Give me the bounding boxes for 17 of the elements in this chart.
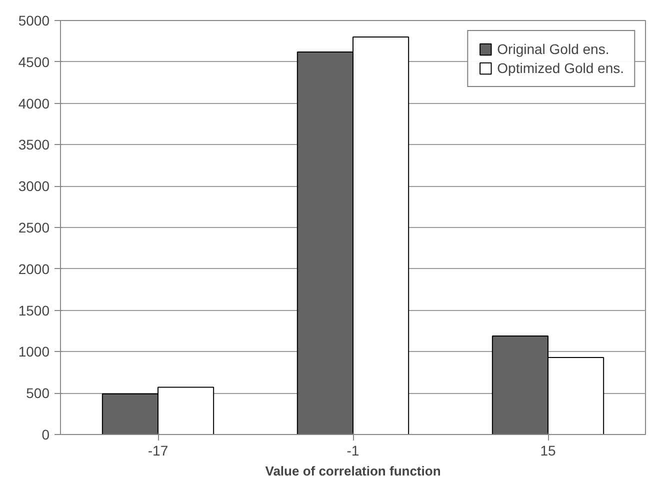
y-tick-label: 2000 [18,260,50,277]
legend-label: Optimized Gold ens. [497,60,624,76]
y-tick-label: 2500 [18,220,50,236]
y-tick-label: 500 [26,385,50,402]
y-tick-label: 1000 [18,344,50,360]
y-tick-label: 4500 [18,54,50,70]
y-tick-label: 3500 [18,136,50,153]
y-tick-label: 0 [42,426,50,442]
y-tick-label: 3000 [18,178,50,194]
x-axis-title: Value of correlation function [265,464,441,478]
x-tick-label: 15 [540,442,556,458]
x-tick-label: -17 [148,442,168,458]
x-tick-label: -1 [346,442,360,458]
y-tick-label: 1500 [18,302,50,318]
y-tick-label: 4000 [18,95,50,112]
y-tick-label: 5000 [18,12,50,28]
legend-label: Original Gold ens. [497,41,610,57]
